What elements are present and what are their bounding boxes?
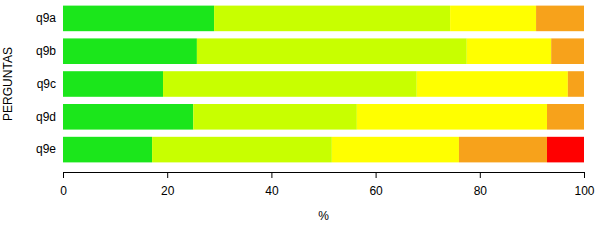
bar-segment <box>547 104 584 130</box>
bar-segment <box>357 104 547 130</box>
bar-segment <box>450 6 536 32</box>
bar-segment <box>63 71 163 97</box>
tick: 60 <box>369 172 383 198</box>
bar-segment <box>459 137 547 163</box>
bars <box>63 6 584 163</box>
tick-label: q9b <box>36 44 56 58</box>
tick: q9b <box>36 44 63 58</box>
axis-line <box>64 172 585 173</box>
tick-label: q9e <box>36 142 56 156</box>
tick-mark <box>271 172 272 178</box>
bar-segment <box>63 104 193 130</box>
tick-label: q9c <box>37 77 56 91</box>
bar-segment <box>332 137 459 163</box>
tick-label: q9a <box>36 11 56 25</box>
bar-segment <box>467 38 551 64</box>
bar-segment <box>584 104 585 130</box>
tick: 100 <box>574 172 594 198</box>
bar-segment <box>536 6 584 32</box>
tick-mark <box>376 172 377 178</box>
tick: 80 <box>474 172 488 198</box>
tick-mark <box>63 172 64 178</box>
tick-mark <box>584 172 585 178</box>
bar-segment <box>193 104 357 130</box>
tick-label: 100 <box>574 184 594 198</box>
bar-segment <box>63 38 197 64</box>
bar-segment <box>63 137 152 163</box>
y-axis-title: PERGUNTAS <box>1 47 15 121</box>
tick: 20 <box>161 172 175 198</box>
chart: 0 20 40 60 80 100 q9a q9b q9c q9d q9e% PERGUNTAS <box>0 0 600 225</box>
tick-label: q9d <box>36 110 56 124</box>
bar-segment <box>152 137 332 163</box>
tick-label: 80 <box>474 184 488 198</box>
bar-segment <box>163 71 417 97</box>
bar-segment <box>584 71 585 97</box>
tick: q9d <box>36 110 63 124</box>
x-axis-title: % <box>318 209 329 223</box>
bar-segment <box>197 38 467 64</box>
x-axis: 0 20 40 60 80 100 <box>60 172 595 198</box>
tick-label: 40 <box>265 184 279 198</box>
tick: 0 <box>60 172 67 198</box>
tick-label: 60 <box>369 184 383 198</box>
bar-segment <box>584 38 585 64</box>
tick: q9c <box>37 77 63 91</box>
tick-mark <box>167 172 168 178</box>
y-axis: q9a q9b q9c q9d q9e <box>36 11 63 156</box>
tick-mark <box>480 172 481 178</box>
tick: 40 <box>265 172 279 198</box>
tick: q9e <box>36 142 63 156</box>
bar-segment <box>63 6 214 32</box>
tick: q9a <box>36 11 63 25</box>
bar-segment <box>417 71 568 97</box>
tick-label: 0 <box>60 184 67 198</box>
bar-segment <box>547 137 584 163</box>
tick-label: 20 <box>161 184 175 198</box>
bar-segment <box>551 38 584 64</box>
bar-segment <box>214 6 450 32</box>
bar-segment <box>568 71 584 97</box>
bar-segment <box>584 6 585 32</box>
